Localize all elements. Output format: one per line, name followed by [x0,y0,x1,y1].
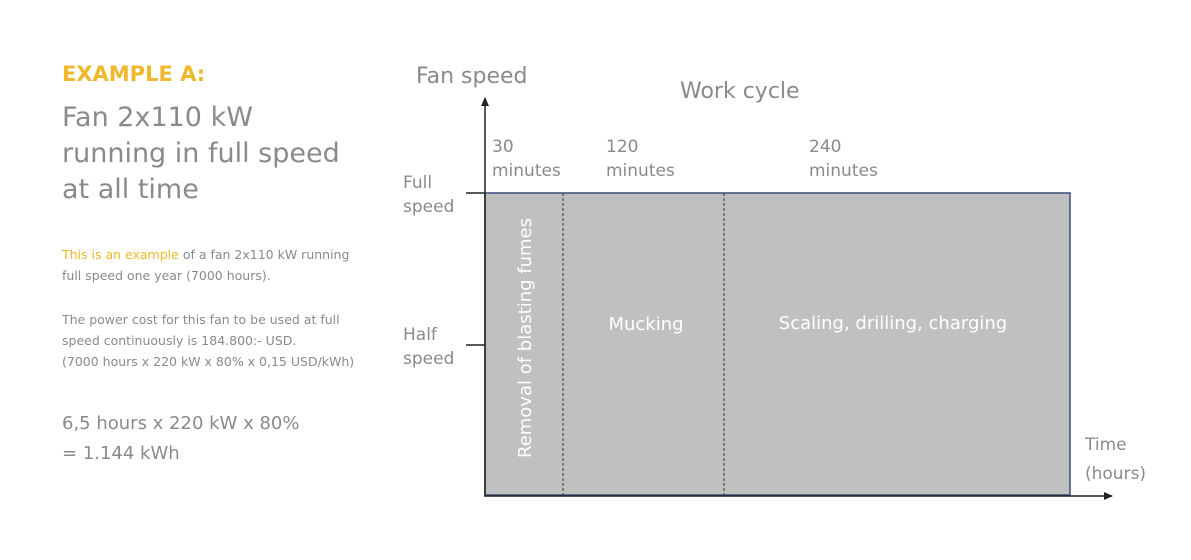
formula-line-1: 6,5 hours x 220 kW x 80% [62,413,300,434]
example-paragraph-line-1: This is an example of a fan 2x110 kW run… [62,244,362,265]
x-axis-label-line-2: (hours) [1085,464,1147,484]
y-axis-label: Fan speed [416,64,528,89]
half-speed-label: Half speed [403,323,454,371]
duration-label-mucking: 120 minutes [606,135,675,183]
headline-line-2: running in full speed [62,138,340,169]
duration-label-scaling: 240 minutes [809,135,878,183]
duration-unit: minutes [606,161,675,181]
full-speed-label-line-2: speed [403,197,455,217]
full-speed-label-line-1: Full [403,173,433,193]
example-paragraph-line-2: full speed one year (7000 hours). [62,268,271,283]
phase-label-mucking: Mucking [608,314,683,335]
phase-label-scaling: Scaling, drilling, charging [779,313,1007,334]
headline: Fan 2x110 kW running in full speed at al… [62,100,382,208]
half-speed-label-line-2: speed [403,349,455,369]
headline-line-1: Fan 2x110 kW [62,102,253,133]
example-paragraph: This is an example of a fan 2x110 kW run… [62,244,362,286]
duration-label-fumes: 30 minutes [492,135,561,183]
cost-line-1: The power cost for this fan to be used a… [62,312,340,327]
x-axis-label-line-1: Time [1085,435,1127,455]
example-highlight: This is an example [62,247,179,262]
headline-line-3: at all time [62,174,199,205]
full-speed-label: Full speed [403,171,454,219]
duration-value: 30 [492,137,514,157]
duration-unit: minutes [809,161,878,181]
work-cycle-title: Work cycle [680,79,800,104]
x-axis-label: Time (hours) [1085,431,1146,489]
energy-formula: 6,5 hours x 220 kW x 80% = 1.144 kWh [62,409,299,469]
duration-unit: minutes [492,161,561,181]
phase-label-fumes: Removal of blasting fumes [515,218,536,458]
cost-paragraph: The power cost for this fan to be used a… [62,309,362,372]
cost-line-3: (7000 hours x 220 kW x 80% x 0,15 USD/kW… [62,354,355,369]
full-speed-area [484,192,1071,496]
duration-value: 120 [606,137,639,157]
formula-line-2: = 1.144 kWh [62,443,180,464]
example-title: EXAMPLE A: [62,62,206,86]
example-paragraph-rest: of a fan 2x110 kW running [178,247,350,262]
duration-value: 240 [809,137,842,157]
half-speed-label-line-1: Half [403,325,437,345]
cost-line-2: speed continuously is 184.800:- USD. [62,333,297,348]
